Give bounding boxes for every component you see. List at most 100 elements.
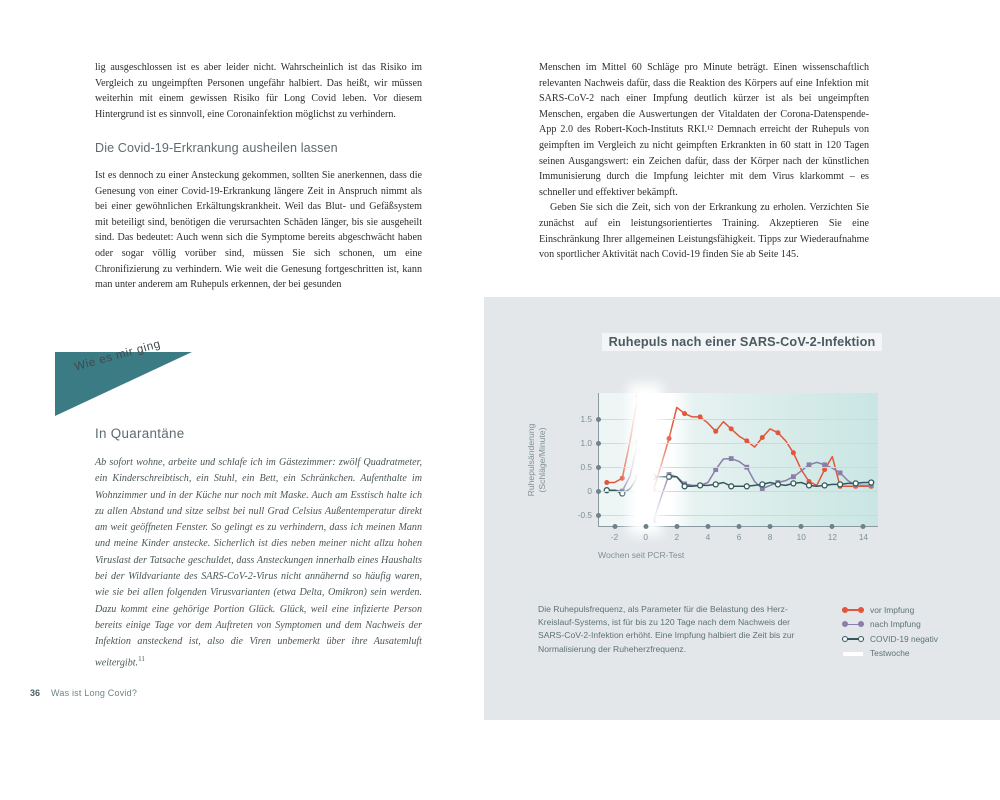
series-marker xyxy=(728,483,735,490)
right-text-column: Menschen im Mittel 60 Schläge pro Minute… xyxy=(539,60,869,263)
x-tick-dot xyxy=(767,524,773,529)
diary-body: Ab sofort wohne, arbeite und schlafe ich… xyxy=(95,457,422,668)
series-marker xyxy=(604,480,610,485)
legend-dot xyxy=(858,635,864,642)
series-marker xyxy=(868,479,875,486)
paragraph: lig ausgeschlossen ist es aber leider ni… xyxy=(95,62,422,120)
series-marker xyxy=(712,481,719,488)
series-marker xyxy=(836,481,844,488)
paragraph: Ist es dennoch zu einer Ansteckung gekom… xyxy=(95,169,422,291)
legend-label: COVID-19 negativ xyxy=(870,633,938,644)
series-marker xyxy=(666,436,672,441)
legend-dot xyxy=(842,635,848,642)
x-tick-dot xyxy=(674,524,680,529)
y-tick-dot xyxy=(596,512,601,518)
legend-item[interactable]: Testwoche xyxy=(842,647,938,660)
series-marker xyxy=(728,426,734,432)
figure-panel: Ruhepuls nach einer SARS-CoV-2-Infektion… xyxy=(484,297,1000,720)
page-footer: 36 Was ist Long Covid? xyxy=(30,688,137,698)
figure-caption: Die Ruhepulsfrequenz, als Parameter für … xyxy=(538,604,795,654)
x-tick-dot xyxy=(736,524,742,529)
series-marker xyxy=(791,474,796,480)
series-marker xyxy=(713,428,719,434)
y-tick-label: -0.5 xyxy=(577,510,592,521)
chart-legend: vor Impfung nach Impfung COVID-19 negativ T… xyxy=(842,603,938,661)
series-marker xyxy=(697,414,703,420)
series-marker xyxy=(759,486,765,492)
legend-item[interactable]: nach Impfung xyxy=(842,618,938,631)
y-tick-label: 0 xyxy=(587,486,592,497)
x-axis-label: Wochen seit PCR-Test xyxy=(598,550,685,560)
y-tick-dot xyxy=(596,440,601,446)
legend-key-icon xyxy=(842,634,864,643)
legend-item[interactable]: COVID-19 negativ xyxy=(842,632,938,645)
series-marker xyxy=(821,482,828,489)
legend-label: vor Impfung xyxy=(870,604,915,615)
series-marker xyxy=(759,435,765,440)
legend-item[interactable]: vor Impfung xyxy=(842,603,938,616)
series-marker xyxy=(696,482,704,489)
series-marker xyxy=(713,467,719,472)
series-marker xyxy=(852,480,859,487)
series-marker xyxy=(775,430,781,436)
series-marker xyxy=(790,480,797,487)
left-text-column: lig ausgeschlossen ist es aber leider ni… xyxy=(95,60,422,293)
grid-line xyxy=(599,443,878,445)
diary-text: Ab sofort wohne, arbeite und schlafe ich… xyxy=(95,455,422,671)
running-head: Was ist Long Covid? xyxy=(51,688,138,698)
x-tick-label: 12 xyxy=(827,532,837,542)
legend-dot xyxy=(842,621,848,627)
x-tick-dot xyxy=(860,524,866,529)
series-marker xyxy=(665,473,673,480)
legend-label: nach Impfung xyxy=(870,619,921,629)
y-tick-dot xyxy=(596,464,601,470)
series-marker xyxy=(774,481,782,488)
grid-line xyxy=(599,419,878,421)
series-marker xyxy=(805,482,813,489)
x-tick-dot xyxy=(705,524,711,529)
legend-dot xyxy=(842,606,848,613)
x-tick-label: 2 xyxy=(674,532,680,542)
x-tick-label: 10 xyxy=(796,532,806,542)
x-tick-label: 4 xyxy=(705,532,711,542)
y-tick-dot xyxy=(596,488,601,494)
y-tick-dot xyxy=(596,416,601,422)
x-tick-dot xyxy=(798,524,804,529)
diary-heading: In Quarantäne xyxy=(95,426,185,441)
legend-swatch xyxy=(843,651,863,656)
paragraph: Geben Sie sich die Zeit, sich von der Er… xyxy=(539,202,869,261)
paragraph: Menschen im Mittel 60 Schläge pro Minute… xyxy=(539,62,869,198)
series-marker xyxy=(837,470,843,476)
legend-line xyxy=(842,609,864,611)
series-marker xyxy=(806,462,812,468)
chart-plot-area: -0.5 0 0.5 1.0 1.5 -2 0 2 4 6 8 10 12 14 xyxy=(578,393,878,542)
x-tick-label: 0 xyxy=(643,532,648,542)
legend-label: Testwoche xyxy=(870,648,910,658)
legend-key-icon xyxy=(842,649,864,658)
page-number: 36 xyxy=(30,688,41,698)
y-tick-label: 1.5 xyxy=(580,414,592,425)
series-marker xyxy=(744,438,750,444)
x-tick-dot xyxy=(612,524,618,529)
grid-line xyxy=(599,515,878,517)
y-axis-label: Ruhepulsänderung (Schläge/Minute) xyxy=(525,423,548,497)
y-tick-label: 0.5 xyxy=(580,462,592,473)
series-marker xyxy=(743,483,750,490)
x-tick-dot xyxy=(643,524,649,529)
x-tick-label: 8 xyxy=(767,532,773,542)
chart-title: Ruhepuls nach einer SARS-CoV-2-Infektion xyxy=(484,333,1000,351)
legend-dot xyxy=(858,621,864,627)
legend-line xyxy=(842,623,864,626)
x-tick-label: 6 xyxy=(736,532,742,542)
series-marker xyxy=(759,481,766,488)
series-marker xyxy=(682,411,688,417)
testweek-highlight-band xyxy=(637,393,654,526)
x-tick-label: -2 xyxy=(610,532,619,542)
diary-footnote-marker: 11 xyxy=(138,654,145,663)
series-marker xyxy=(728,456,734,461)
series-marker xyxy=(822,462,827,468)
y-tick-label: 1.0 xyxy=(580,438,592,449)
x-tick-dot xyxy=(829,524,835,529)
flag-triangle-shape xyxy=(55,352,192,416)
